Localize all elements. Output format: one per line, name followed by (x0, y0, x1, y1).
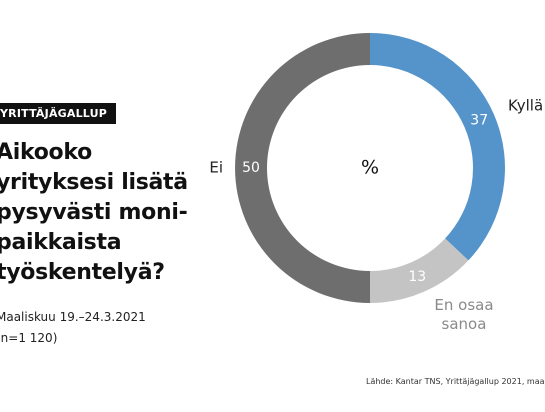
slice-category-label: Kyllä (508, 97, 543, 115)
question-title: Aikooko yrityksesi lisätä pysyvästi moni… (0, 138, 196, 288)
survey-meta: Maaliskuu 19.–24.3.2021 (n=1 120) (0, 307, 146, 349)
title-line: pysyvästi moni- (0, 200, 188, 225)
title-line: yrityksesi lisätä (0, 170, 188, 195)
title-line: työskentelyä? (0, 260, 165, 285)
center-label: % (361, 157, 379, 179)
donut-slice (370, 33, 505, 261)
slice-category-label: En osaa sanoa (434, 296, 493, 333)
title-line: Aikooko (0, 140, 92, 165)
slice-value-label: 37 (470, 113, 488, 129)
survey-badge: YRITTÄJÄGALLUP (0, 103, 116, 124)
slice-category-label: Ei (209, 159, 223, 177)
source-note: Lähde: Kantar TNS, Yrittäjägallup 2021, … (366, 377, 545, 386)
sample-size: (n=1 120) (0, 331, 58, 345)
title-line: paikkaista (0, 230, 122, 255)
donut-slice (235, 33, 370, 303)
slice-value-label: 13 (408, 269, 426, 285)
survey-dates: Maaliskuu 19.–24.3.2021 (0, 310, 146, 324)
donut-slice (370, 238, 469, 303)
slice-value-label: 50 (242, 160, 260, 176)
